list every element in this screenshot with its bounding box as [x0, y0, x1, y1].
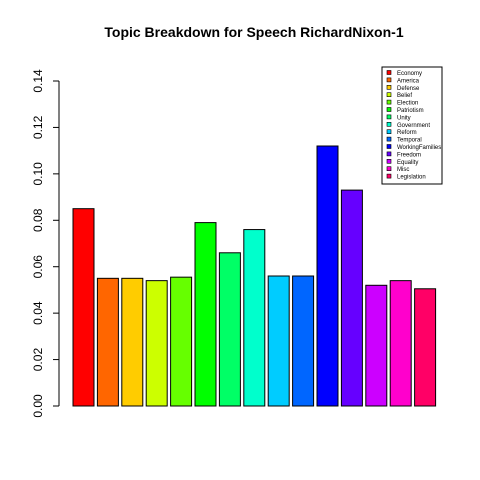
legend-swatch	[386, 114, 392, 120]
legend-box	[381, 66, 443, 185]
bar-misc	[389, 280, 412, 407]
legend-label: Equality	[397, 160, 418, 166]
y-tick-label: 0.04	[31, 301, 45, 325]
y-tick-label: 0.10	[31, 162, 45, 186]
bar-workingfamilies	[316, 145, 339, 407]
legend-label: Election	[397, 101, 418, 107]
y-tick-label: 0.12	[31, 115, 45, 139]
legend-swatch	[386, 129, 392, 134]
bar-belief	[145, 280, 168, 407]
legend-swatch	[386, 99, 392, 105]
bar-unity	[218, 252, 241, 407]
bar-legislation	[414, 288, 437, 407]
legend-label: Reform	[397, 130, 417, 136]
legend-label: Defense	[397, 86, 420, 92]
legend-swatch	[386, 159, 392, 164]
y-tick-label: 0.14	[31, 69, 45, 93]
bar-freedom	[340, 189, 363, 407]
y-tick-label: 0.08	[31, 208, 45, 232]
y-tick-label: 0.02	[31, 348, 45, 372]
legend-label: Unity	[397, 115, 411, 121]
legend-swatch	[386, 107, 392, 112]
bar-america	[96, 277, 119, 407]
bar-election	[170, 276, 193, 407]
legend-swatch	[386, 166, 392, 171]
legend-swatch	[386, 92, 392, 97]
bar-series	[72, 145, 437, 407]
legend-swatch	[386, 173, 392, 179]
y-tick-label: 0.06	[31, 255, 45, 279]
legend-label: Legislation	[397, 175, 426, 181]
legend-swatch	[386, 144, 392, 149]
legend-label: Belief	[397, 93, 412, 99]
bar-government	[243, 229, 266, 407]
legend-swatch	[386, 151, 392, 157]
legend-swatch	[386, 85, 392, 90]
bar-equality	[365, 284, 388, 407]
bar-defense	[121, 277, 144, 407]
legend-label: America	[397, 78, 420, 84]
legend-label: Economy	[397, 71, 422, 77]
legend-label: Government	[397, 123, 430, 129]
bar-economy	[72, 208, 95, 407]
legend-swatch	[386, 77, 392, 83]
bar-temporal	[292, 275, 315, 407]
legend-swatch	[386, 70, 392, 75]
legend-label: Misc	[397, 167, 409, 173]
legend-swatch	[386, 136, 392, 142]
chart-title: Topic Breakdown for Speech RichardNixon-…	[104, 24, 403, 40]
bar-patriotism	[194, 222, 217, 407]
bar-reform	[267, 275, 290, 407]
legend-label: Freedom	[397, 152, 421, 158]
legend-label: Temporal	[397, 138, 422, 144]
legend-swatch	[386, 122, 392, 127]
legend-label: Patriotism	[397, 108, 424, 114]
legend-label: WorkingFamilies	[397, 145, 441, 151]
y-axis: 0.00 0.02 0.04 0.06 0.08 0.10 0.12 0.14	[31, 69, 60, 418]
y-tick-label: 0.00	[31, 394, 45, 418]
